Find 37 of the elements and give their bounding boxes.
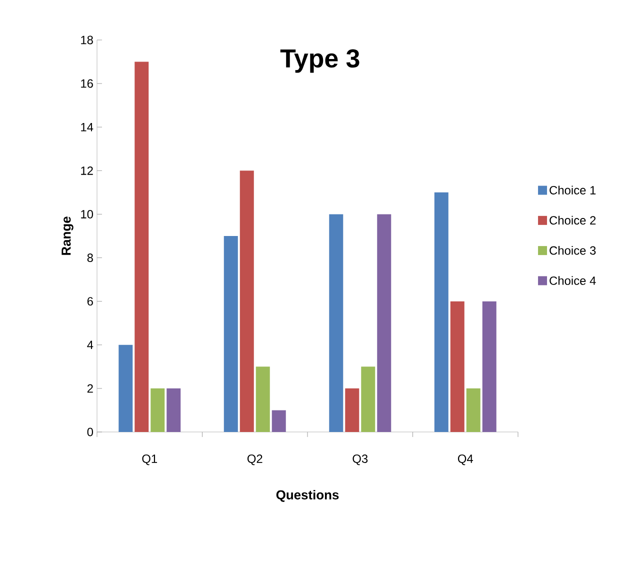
legend-label: Choice 4 bbox=[550, 276, 596, 285]
y-tick-label: 6 bbox=[87, 297, 93, 306]
x-tick-label: Q4 bbox=[458, 454, 474, 466]
y-tick-label: 2 bbox=[87, 384, 93, 393]
bar bbox=[118, 344, 133, 432]
y-tick-label: 16 bbox=[81, 79, 93, 88]
legend-label: Choice 2 bbox=[550, 216, 596, 225]
bar bbox=[272, 410, 286, 432]
bar bbox=[166, 388, 181, 432]
y-tick-label: 8 bbox=[87, 254, 93, 262]
bar bbox=[256, 366, 270, 432]
bar bbox=[450, 301, 464, 432]
legend-label: Choice 1 bbox=[550, 186, 596, 194]
bar bbox=[134, 62, 149, 432]
bar bbox=[466, 388, 480, 432]
bar bbox=[434, 192, 448, 432]
bar bbox=[240, 170, 254, 432]
bar bbox=[329, 214, 344, 432]
bar bbox=[377, 214, 392, 432]
chart-title: Type 3 bbox=[280, 49, 360, 73]
x-tick-label: Q1 bbox=[142, 454, 158, 466]
y-tick-label: 0 bbox=[87, 428, 94, 436]
y-axis-title: Range bbox=[62, 216, 74, 255]
y-tick-label: 10 bbox=[81, 210, 94, 218]
y-tick-label: 18 bbox=[81, 36, 93, 44]
x-tick-label: Q3 bbox=[352, 454, 368, 466]
bar bbox=[482, 301, 496, 432]
y-tick-label: 12 bbox=[81, 166, 93, 175]
legend-label: Choice 3 bbox=[550, 246, 596, 255]
bar bbox=[361, 366, 376, 432]
bar bbox=[224, 236, 238, 432]
x-tick-label: Q2 bbox=[247, 454, 262, 466]
y-tick-label: 14 bbox=[81, 122, 94, 132]
bar bbox=[150, 388, 165, 432]
x-axis-title: Questions bbox=[276, 490, 339, 502]
y-tick-label: 4 bbox=[87, 340, 94, 349]
bar bbox=[345, 388, 360, 432]
